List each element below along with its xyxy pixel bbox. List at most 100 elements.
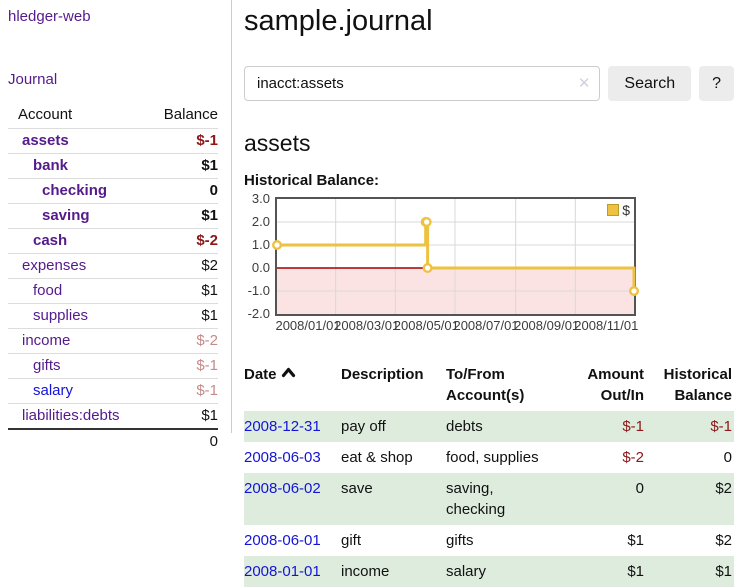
transaction-date-link[interactable]: 2008-06-02 (244, 480, 321, 497)
transaction-balance: $-1 (710, 418, 732, 435)
account-balance: 0 (149, 178, 218, 204)
y-tick-label: 3.0 (251, 191, 270, 206)
search-button[interactable]: Search (608, 66, 692, 101)
search-form: ✕ Search ? (244, 66, 734, 101)
account-balance: $-2 (149, 228, 218, 254)
description-column-header: Description (341, 366, 424, 383)
account-link-assets[interactable]: assets (22, 132, 69, 149)
transaction-date-link[interactable]: 2008-06-03 (244, 449, 321, 466)
transaction-amount: $-2 (622, 449, 644, 466)
x-tick-label: 2008/03/01 (334, 318, 400, 333)
transaction-date-link[interactable]: 2008-12-31 (244, 418, 321, 435)
account-link-supplies[interactable]: supplies (33, 307, 89, 324)
account-balance: $-1 (149, 353, 218, 379)
register-row: 2008-01-01 income salary $1 $1 (244, 556, 734, 587)
app-title-link[interactable]: hledger-web (8, 8, 91, 25)
y-tick-label: 2.0 (251, 214, 270, 229)
x-tick-label: 2008/09/01 (514, 318, 580, 333)
y-tick-label: -1.0 (247, 283, 270, 298)
account-balance: $-2 (149, 328, 218, 354)
account-link-cash[interactable]: cash (33, 232, 68, 249)
transaction-accounts: salary (446, 563, 487, 580)
transaction-balance: $2 (715, 480, 732, 497)
main-content: sample.journal ✕ Search ? assets Histori… (244, 0, 734, 587)
account-row: assets $-1 (8, 128, 218, 154)
register-table: Date Description To/From Account(s) Amou… (244, 359, 734, 587)
account-link-checking[interactable]: checking (42, 182, 108, 199)
x-tick-label: 2008/11/01 (574, 318, 639, 333)
account-row: food $1 (8, 278, 218, 304)
y-tick-label: 1.0 (251, 237, 270, 252)
help-button[interactable]: ? (699, 66, 734, 101)
transaction-amount: $1 (627, 532, 644, 549)
chart-x-axis-labels: 2008/01/01 2008/03/01 2008/05/01 2008/07/01… (275, 318, 665, 336)
transaction-balance: 0 (723, 449, 732, 466)
account-column-header: Account (18, 106, 73, 123)
y-tick-label: 0.0 (251, 260, 270, 275)
transaction-balance: $2 (715, 532, 732, 549)
account-row: checking 0 (8, 178, 218, 204)
transaction-amount: 0 (635, 480, 644, 497)
accounts-total: 0 (149, 428, 218, 454)
transaction-description: save (341, 480, 373, 497)
account-row: gifts $-1 (8, 353, 218, 379)
account-link-income[interactable]: income (22, 332, 71, 349)
transaction-accounts: saving, checking (446, 480, 506, 518)
account-row: income $-2 (8, 328, 218, 354)
balance-chart: 3.0 2.0 1.0 0.0 -1.0 -2.0 $ 2008/01/01 2008/03… (244, 191, 734, 336)
transaction-date-link[interactable]: 2008-01-01 (244, 563, 321, 580)
accounts-table: Account Balance assets $-1 bank $1 check… (8, 103, 218, 454)
account-balance: $1 (149, 403, 218, 429)
account-link-gifts[interactable]: gifts (33, 357, 61, 374)
account-balance: $-1 (149, 378, 218, 404)
accounts-total-row: 0 (8, 428, 218, 454)
account-heading: assets (244, 130, 311, 156)
amount-column-header: Amount Out/In (587, 366, 644, 404)
page-title: sample.journal (244, 5, 433, 37)
account-row: bank $1 (8, 153, 218, 179)
account-link-expenses[interactable]: expenses (22, 257, 87, 274)
account-balance: $-1 (149, 128, 218, 154)
sidebar-item-journal: Journal (8, 71, 219, 88)
clear-search-icon[interactable]: ✕ (577, 75, 591, 92)
sidebar: hledger-web Journal Account Balance asse… (0, 0, 232, 454)
account-balance: $2 (149, 253, 218, 279)
register-row: 2008-06-02 save saving, checking 0 $2 (244, 473, 734, 525)
legend-label: $ (622, 202, 630, 218)
transaction-accounts: debts (446, 418, 483, 435)
transaction-accounts: gifts (446, 532, 474, 549)
app-title: hledger-web (8, 8, 219, 25)
journal-link[interactable]: Journal (8, 71, 58, 88)
date-column-header[interactable]: Date (244, 359, 341, 411)
transaction-description: gift (341, 532, 362, 549)
account-balance: $1 (149, 203, 218, 229)
transaction-description: pay off (341, 418, 386, 435)
chart-legend: $ (607, 202, 630, 218)
balance-column-header: Historical Balance (663, 366, 732, 404)
account-link-food[interactable]: food (33, 282, 63, 299)
account-link-liabilities-debts[interactable]: liabilities:debts (22, 407, 120, 424)
register-row: 2008-06-03 eat & shop food, supplies $-2… (244, 442, 734, 473)
transaction-date-link[interactable]: 2008-06-01 (244, 532, 321, 549)
account-row: supplies $1 (8, 303, 218, 329)
account-balance: $1 (149, 278, 218, 304)
accounts-column-header: To/From Account(s) (446, 366, 525, 404)
legend-swatch (607, 204, 620, 216)
register-header-row: Date Description To/From Account(s) Amou… (244, 359, 734, 411)
account-link-bank[interactable]: bank (33, 157, 69, 174)
x-tick-label: 2008/01/01 (275, 318, 341, 333)
account-link-salary[interactable]: salary (33, 382, 74, 399)
register-row: 2008-06-01 gift gifts $1 $2 (244, 525, 734, 556)
x-tick-label: 2008/05/01 (393, 318, 459, 333)
account-row: liabilities:debts $1 (8, 403, 218, 429)
transaction-amount: $1 (627, 563, 644, 580)
account-balance: $1 (149, 303, 218, 329)
transaction-accounts: food, supplies (446, 449, 539, 466)
account-balance: $1 (149, 153, 218, 179)
search-input[interactable] (244, 66, 601, 101)
account-row: cash $-2 (8, 228, 218, 254)
account-row: saving $1 (8, 203, 218, 229)
account-link-saving[interactable]: saving (42, 207, 90, 224)
transaction-balance: $1 (715, 563, 732, 580)
transaction-description: eat & shop (341, 449, 413, 466)
